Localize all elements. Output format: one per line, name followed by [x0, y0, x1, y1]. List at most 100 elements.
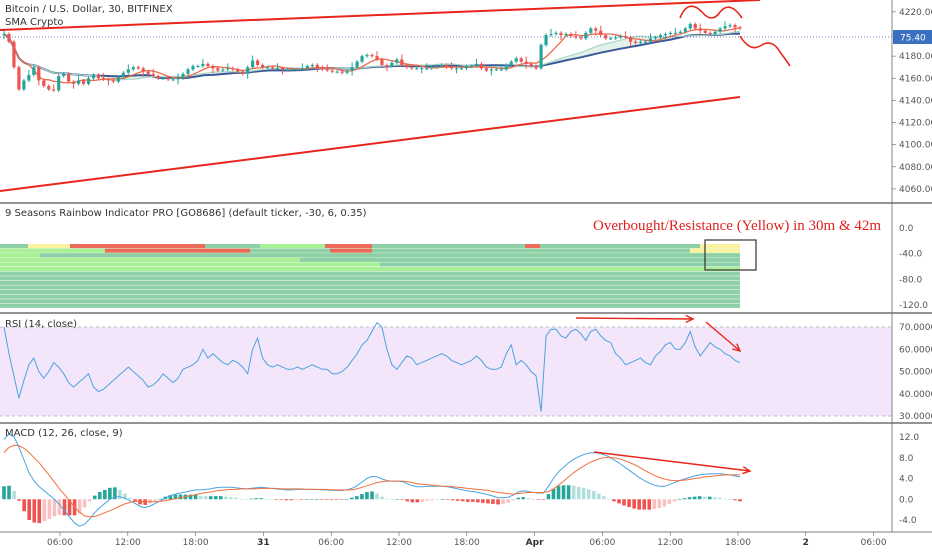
rsi-tick-label: 30.0000: [899, 412, 932, 422]
macd-tick-label: 8.0: [899, 454, 914, 464]
rainbow-segment: [330, 248, 372, 253]
macd-histogram-bar: [108, 487, 112, 500]
macd-histogram-bar: [254, 498, 258, 500]
time-tick-label: 12:00: [115, 538, 141, 548]
price-candle: [628, 37, 633, 42]
macd-histogram-bar: [133, 499, 137, 502]
macd-histogram-bar: [12, 490, 16, 500]
price-candle: [206, 63, 210, 67]
price-candle: [484, 68, 488, 71]
price-candle: [320, 67, 324, 70]
macd-histogram-bar: [259, 498, 263, 500]
macd-tick-label: 0.0: [899, 495, 914, 505]
price-candle: [295, 69, 300, 71]
macd-histogram-bar: [284, 499, 289, 501]
rsi-tick-label: 40.0000: [899, 390, 932, 400]
rainbow-segment: [530, 257, 740, 262]
rainbow-segment: [0, 248, 105, 253]
price-tick-label: 4180.00: [899, 52, 932, 62]
price-candle: [96, 74, 101, 79]
price-candle: [594, 28, 598, 31]
macd-histogram-bar: [531, 499, 536, 500]
price-candle: [698, 28, 702, 31]
price-candle: [708, 32, 712, 34]
macd-histogram-bar: [471, 499, 475, 502]
macd-histogram-bar: [213, 496, 218, 500]
macd-histogram-bar: [128, 497, 132, 500]
macd-histogram-bar: [652, 499, 657, 510]
rainbow-segment: [540, 248, 690, 253]
macd-histogram-bar: [657, 499, 662, 509]
macd-histogram-bar: [481, 499, 485, 503]
price-candle: [360, 56, 364, 62]
macd-histogram-bar: [546, 494, 551, 500]
macd-divergence-arrow: [593, 451, 751, 472]
macd-histogram-bar: [707, 496, 712, 500]
macd-histogram-bar: [168, 495, 173, 500]
macd-histogram-bar: [309, 499, 314, 500]
macd-histogram-bar: [612, 499, 616, 502]
hand-drawn-projection: [739, 35, 791, 67]
price-candle: [246, 67, 250, 74]
price-candle: [111, 80, 116, 82]
macd-histogram-bar: [486, 499, 490, 504]
macd-histogram-bar: [400, 499, 405, 500]
price-candle: [290, 69, 295, 71]
macd-histogram-bar: [410, 499, 415, 503]
macd-histogram-bar: [491, 499, 495, 504]
macd-histogram-bar: [566, 485, 571, 500]
rainbow-segment: [690, 248, 740, 253]
price-candle: [673, 32, 677, 34]
price-candle: [7, 33, 11, 42]
macd-histogram-bar: [576, 486, 581, 500]
macd-histogram-bar: [2, 486, 6, 500]
price-candle: [171, 79, 175, 81]
macd-histogram-bar: [123, 493, 127, 500]
price-candle: [678, 31, 682, 33]
price-candle: [544, 35, 548, 46]
macd-histogram-bar: [592, 490, 596, 500]
macd-histogram-bar: [279, 499, 284, 500]
rainbow-segment: [300, 257, 530, 262]
price-candle: [236, 69, 240, 72]
macd-histogram-bar: [581, 487, 586, 500]
sma-mid-line: [3, 30, 741, 82]
price-candle: [310, 64, 314, 67]
macd-histogram-bar: [632, 499, 636, 509]
price-candle: [469, 66, 474, 68]
macd-histogram-bar: [234, 497, 238, 500]
sma-fast-line: [3, 27, 741, 84]
rainbow-segment: [260, 244, 325, 249]
macd-histogram-bar: [395, 499, 400, 500]
rainbow-segment: [0, 244, 28, 249]
rainbow-band: [0, 299, 740, 304]
price-candle: [216, 68, 220, 71]
price-candle: [37, 67, 41, 81]
macd-histogram-bar: [435, 499, 440, 500]
macd-histogram-bar: [642, 499, 647, 510]
price-candle: [653, 37, 658, 39]
macd-histogram-bar: [501, 499, 505, 504]
macd-histogram-bar: [193, 494, 198, 500]
macd-tick-label: -4.0: [899, 516, 917, 526]
price-candle: [658, 35, 663, 38]
price-candle: [2, 33, 6, 35]
macd-histogram-bar: [496, 499, 500, 505]
macd-histogram-bar: [314, 499, 319, 500]
price-candle: [454, 68, 459, 70]
macd-histogram-bar: [738, 499, 742, 502]
macd-histogram-bar: [32, 499, 37, 523]
macd-histogram-bar: [718, 497, 722, 500]
macd-histogram-bar: [57, 499, 62, 515]
rainbow-segment: [250, 248, 330, 253]
macd-histogram-bar: [375, 493, 379, 500]
price-candle: [638, 41, 643, 43]
macd-tick-label: 4.0: [899, 475, 914, 485]
time-tick-label: 06:00: [318, 538, 344, 548]
macd-histogram-bar: [334, 499, 339, 500]
rainbow-segment: [0, 253, 40, 258]
price-candle: [27, 74, 31, 81]
macd-histogram-bar: [390, 499, 394, 500]
price-candle: [275, 68, 280, 70]
macd-histogram-bar: [380, 496, 384, 500]
